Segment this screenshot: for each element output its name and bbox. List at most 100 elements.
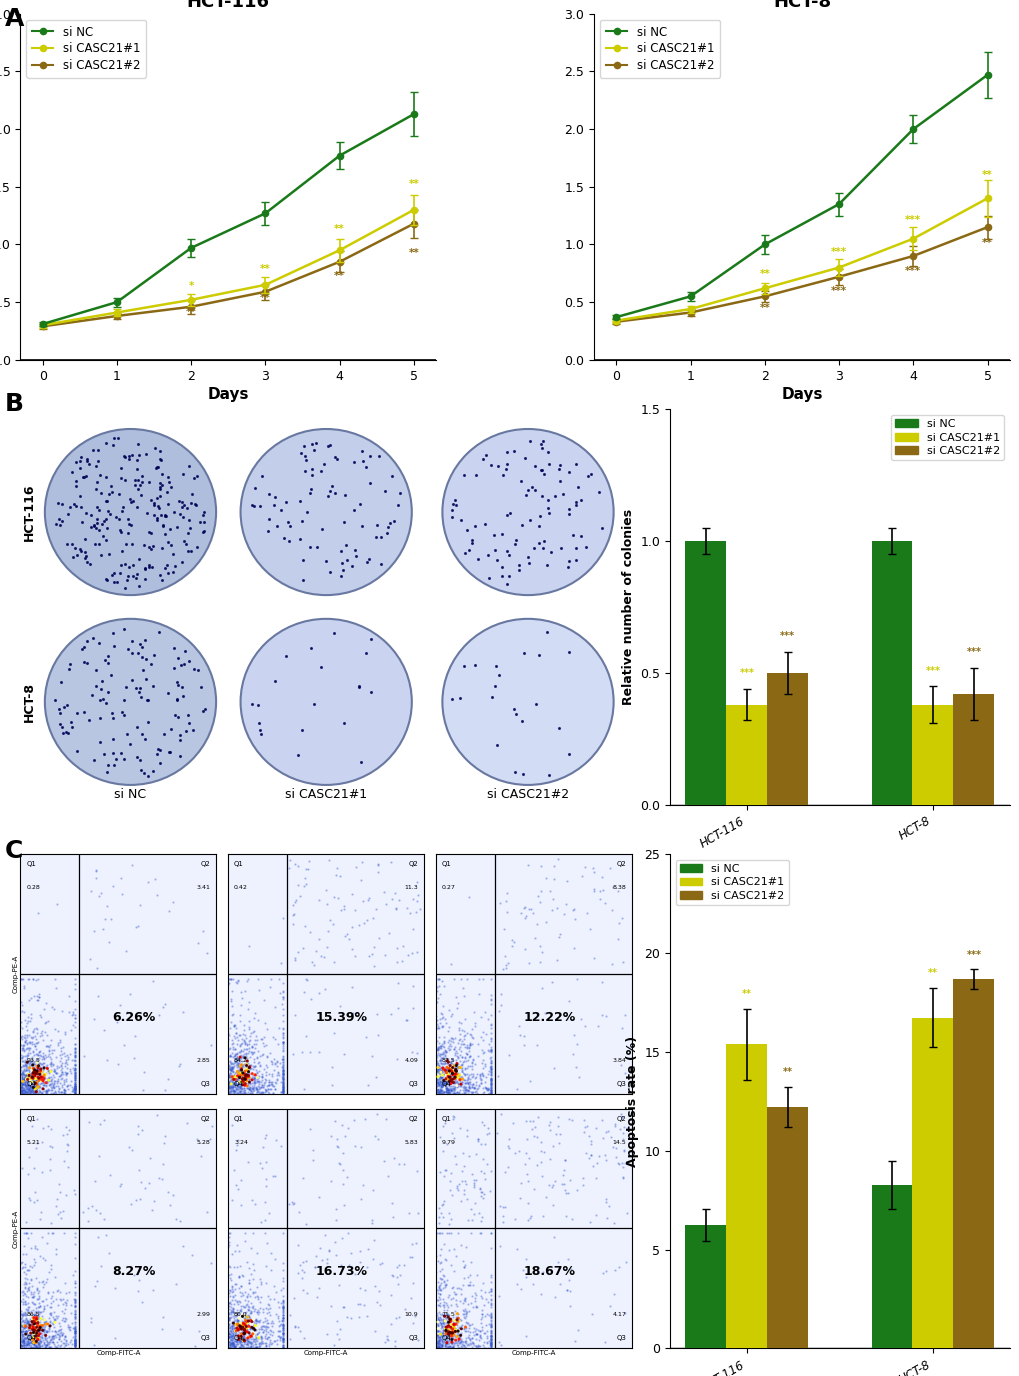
Point — [13, 1321, 30, 1343]
Point — [478, 1331, 494, 1353]
Point — [437, 1042, 453, 1064]
Point — [260, 1079, 276, 1101]
Point — [431, 1065, 447, 1087]
Point — [319, 936, 335, 958]
Point — [429, 1325, 445, 1347]
Point — [41, 1039, 57, 1061]
Point — [435, 1072, 451, 1094]
Point — [260, 1315, 276, 1337]
Point — [222, 1325, 238, 1347]
Point — [42, 1135, 58, 1157]
Point — [223, 1080, 239, 1102]
Point — [38, 1011, 54, 1033]
Point — [443, 1051, 460, 1073]
Point — [281, 857, 298, 879]
Point — [47, 689, 63, 711]
Point — [171, 1210, 187, 1232]
Point — [552, 537, 569, 559]
Point — [437, 1077, 453, 1099]
Point — [230, 1075, 247, 1097]
Point — [439, 1053, 455, 1075]
Point — [275, 1277, 291, 1299]
Point — [17, 1324, 34, 1346]
Point — [28, 1318, 44, 1340]
Point — [275, 1077, 291, 1099]
Point — [67, 1317, 84, 1339]
Point — [273, 1310, 289, 1332]
Point — [601, 857, 618, 879]
Point — [470, 1335, 486, 1357]
Point — [224, 1331, 240, 1353]
Point — [12, 1011, 29, 1033]
Point — [275, 1329, 291, 1351]
Point — [465, 1076, 481, 1098]
Point — [51, 1337, 67, 1359]
Point — [130, 548, 147, 570]
Point — [391, 1153, 408, 1175]
Point — [450, 1324, 467, 1346]
Point — [437, 1079, 453, 1101]
Point — [355, 450, 371, 472]
Point — [49, 1280, 65, 1302]
Point — [24, 1046, 41, 1068]
Point — [444, 1324, 461, 1346]
Point — [440, 1284, 457, 1306]
Point — [470, 982, 486, 1004]
Text: 2.99: 2.99 — [197, 1313, 210, 1317]
Point — [34, 1326, 50, 1348]
Point — [266, 1165, 282, 1187]
Point — [15, 1329, 32, 1351]
Point — [231, 1076, 248, 1098]
Point — [32, 1062, 48, 1084]
Point — [316, 978, 332, 1000]
Point — [25, 1075, 42, 1097]
Point — [12, 1080, 29, 1102]
Point — [37, 1249, 53, 1271]
Point — [182, 493, 199, 515]
Point — [320, 1240, 336, 1262]
Point — [442, 1071, 459, 1093]
Point — [520, 1210, 536, 1232]
Point — [445, 1321, 462, 1343]
Point — [435, 1082, 451, 1104]
Point — [275, 1083, 291, 1105]
Point — [67, 1335, 84, 1357]
Point — [275, 1072, 291, 1094]
Point — [233, 1083, 250, 1105]
Point — [38, 1080, 54, 1102]
Point — [204, 1115, 220, 1137]
Point — [431, 1267, 447, 1289]
Point — [223, 1057, 239, 1079]
Point — [435, 1270, 451, 1292]
Point — [522, 1207, 538, 1229]
Point — [65, 1326, 82, 1348]
Point — [500, 1156, 517, 1178]
Point — [52, 1314, 68, 1336]
Point — [591, 881, 607, 903]
Point — [136, 534, 152, 556]
Point — [79, 550, 96, 572]
Point — [149, 487, 165, 509]
Point — [24, 1082, 41, 1104]
Point — [428, 1311, 444, 1333]
Point — [444, 1328, 461, 1350]
Point — [431, 1313, 447, 1335]
Point — [235, 1329, 252, 1351]
Point — [508, 1079, 525, 1101]
Point — [92, 707, 108, 729]
Point — [335, 1160, 352, 1182]
Point — [237, 1336, 254, 1358]
Point — [431, 1320, 447, 1342]
Point — [237, 1031, 254, 1053]
Point — [23, 1076, 40, 1098]
Point — [458, 1050, 474, 1072]
Point — [234, 1080, 251, 1102]
Point — [250, 1328, 266, 1350]
Point — [13, 1073, 30, 1095]
Point — [163, 718, 179, 740]
Point — [449, 1062, 466, 1084]
Point — [459, 1022, 475, 1044]
Point — [67, 1079, 84, 1101]
Point — [236, 1315, 253, 1337]
Point — [514, 710, 530, 732]
